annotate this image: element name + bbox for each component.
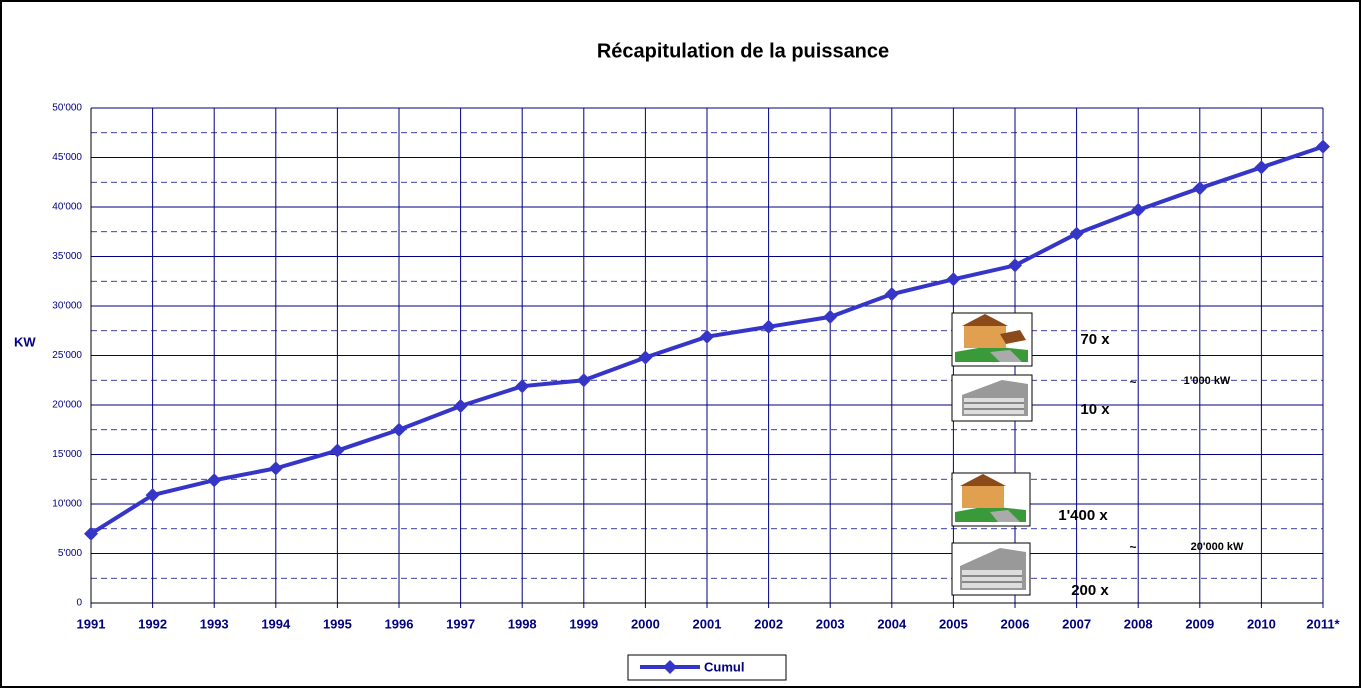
x-tick-label: 1994 bbox=[261, 616, 291, 631]
x-tick-label: 2000 bbox=[631, 616, 660, 631]
annotation: 70 x bbox=[1080, 331, 1110, 348]
x-tick-label: 1996 bbox=[385, 616, 414, 631]
y-tick-label: 25'000 bbox=[52, 350, 82, 361]
y-tick-label: 5'000 bbox=[58, 548, 83, 559]
y-tick-label: 10'000 bbox=[52, 499, 82, 510]
y-tick-label: 30'000 bbox=[52, 301, 82, 312]
y-tick-label: 0 bbox=[76, 598, 82, 609]
x-tick-label: 2005 bbox=[939, 616, 968, 631]
house-icon bbox=[952, 473, 1030, 526]
x-tick-label: 2011* bbox=[1306, 616, 1340, 631]
annotation: 1'000 kW bbox=[1184, 375, 1231, 387]
x-tick-label: 2007 bbox=[1062, 616, 1091, 631]
x-tick-label: 1991 bbox=[77, 616, 106, 631]
y-tick-label: 20'000 bbox=[52, 400, 82, 411]
annotation: 20'000 kW bbox=[1191, 541, 1244, 553]
house-icon bbox=[952, 313, 1032, 366]
building-icon bbox=[952, 375, 1032, 421]
annotation: 10 x bbox=[1080, 401, 1110, 418]
x-tick-label: 2002 bbox=[754, 616, 783, 631]
y-tick-label: 45'000 bbox=[52, 152, 82, 163]
x-tick-label: 2003 bbox=[816, 616, 845, 631]
x-tick-label: 2001 bbox=[693, 616, 722, 631]
y-axis-label: KW bbox=[14, 334, 36, 349]
x-tick-label: 1999 bbox=[569, 616, 598, 631]
annotation: 200 x bbox=[1071, 582, 1109, 599]
x-tick-label: 2004 bbox=[877, 616, 907, 631]
chart-title: Récapitulation de la puissance bbox=[597, 40, 889, 62]
annotation: 1'400 x bbox=[1058, 507, 1108, 524]
x-tick-label: 2010 bbox=[1247, 616, 1276, 631]
x-tick-label: 2008 bbox=[1124, 616, 1153, 631]
annotation: ~ bbox=[1129, 375, 1136, 389]
x-tick-label: 1992 bbox=[138, 616, 167, 631]
x-tick-label: 1997 bbox=[446, 616, 475, 631]
building-icon bbox=[952, 543, 1030, 595]
x-tick-label: 1993 bbox=[200, 616, 229, 631]
x-tick-label: 1998 bbox=[508, 616, 537, 631]
legend-label: Cumul bbox=[704, 659, 744, 674]
x-tick-label: 1995 bbox=[323, 616, 352, 631]
y-tick-label: 50'000 bbox=[52, 103, 82, 114]
x-tick-label: 2006 bbox=[1001, 616, 1030, 631]
y-tick-label: 40'000 bbox=[52, 202, 82, 213]
annotation: ~ bbox=[1129, 540, 1136, 554]
x-tick-label: 2009 bbox=[1185, 616, 1214, 631]
chart: Récapitulation de la puissance KW bbox=[0, 0, 1361, 688]
y-tick-label: 35'000 bbox=[52, 251, 82, 262]
grid bbox=[91, 108, 1323, 608]
y-tick-label: 15'000 bbox=[52, 449, 82, 460]
